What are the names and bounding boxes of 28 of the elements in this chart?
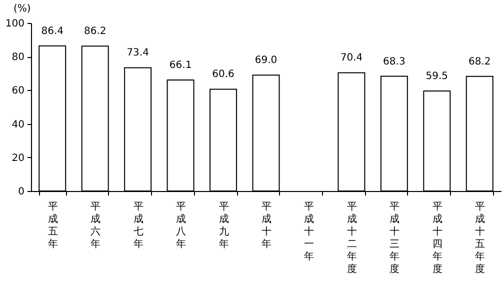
- data-label: 68.3: [383, 56, 406, 68]
- y-tick-label: 0: [18, 186, 24, 198]
- data-label: 60.6: [212, 69, 234, 80]
- x-tick-label: 平成十一年: [304, 202, 314, 262]
- data-label: 68.2: [468, 56, 491, 68]
- data-label: 69.0: [254, 55, 278, 66]
- data-label: 66.1: [169, 60, 192, 71]
- y-axis-title: (%): [14, 4, 31, 14]
- x-tick-label: 平成五年: [48, 202, 58, 250]
- x-tick-label: 平成十四年度: [432, 202, 442, 275]
- data-label: 59.5: [426, 71, 448, 82]
- x-tick-label: 平成十三年度: [390, 202, 400, 275]
- x-tick-label: 平成七年: [133, 202, 144, 250]
- data-label: 86.2: [84, 26, 106, 38]
- x-tick-label: 平成十年: [262, 202, 272, 250]
- x-tick-label: 平成八年: [176, 202, 186, 250]
- y-tick-label: 40: [12, 119, 24, 130]
- data-label: 86.4: [41, 26, 64, 37]
- x-tick-label: 平成六年: [90, 202, 101, 250]
- y-tick-label: 80: [12, 52, 24, 64]
- y-tick-label: 20: [12, 152, 24, 164]
- data-label: 73.4: [126, 48, 149, 59]
- y-tick-label: 60: [12, 86, 24, 97]
- x-tick-label: 平成十二年度: [346, 202, 357, 275]
- x-tick-label: 平成十五年度: [475, 202, 486, 275]
- y-tick-label: 100: [5, 18, 24, 30]
- x-tick-label: 平成九年: [218, 202, 229, 250]
- data-label: 70.4: [340, 52, 363, 64]
